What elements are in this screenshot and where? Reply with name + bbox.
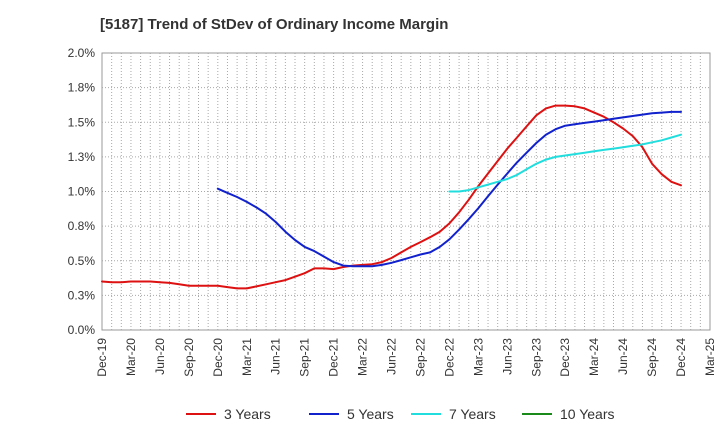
x-tick-label: Mar-23 [471, 338, 485, 376]
y-tick-label: 0.8% [68, 219, 96, 233]
x-tick-label: Dec-19 [95, 338, 109, 377]
grid-layer [101, 52, 711, 331]
x-tick-label: Dec-21 [327, 338, 341, 377]
x-tick-label: Sep-20 [182, 338, 196, 377]
axis-layer: 0.0% 0.3% 0.5% 0.8% 1.0% 1.3% 1.5% 1.8% 2.0% Dec-… [68, 46, 717, 377]
x-tick-label: Mar-25 [703, 338, 717, 376]
y-tick-label: 1.3% [68, 150, 96, 164]
series-line-7-years [448, 133, 682, 193]
legend: 3 Years 5 Years 7 Years 10 Years [186, 406, 615, 422]
x-tick-label: Jun-21 [269, 338, 283, 375]
y-tick-label: 1.8% [68, 81, 96, 95]
series-line-3-years [101, 104, 682, 290]
x-tick-label: Mar-21 [240, 338, 254, 376]
chart-title: [5187] Trend of StDev of Ordinary Income… [100, 16, 449, 33]
x-tick-label: Dec-22 [442, 338, 456, 377]
y-tick-label: 0.5% [68, 254, 96, 268]
x-tick-label: Mar-20 [124, 338, 138, 376]
y-tick-label: 1.5% [68, 115, 96, 129]
x-tick-label: Jun-20 [153, 338, 167, 375]
x-tick-label: Sep-21 [298, 338, 312, 377]
legend-label-7-years: 7 Years [449, 406, 496, 422]
x-tick-label: Jun-23 [500, 338, 514, 375]
x-tick-label: Jun-22 [385, 338, 399, 375]
x-tick-label: Mar-24 [587, 338, 601, 376]
x-tick-label: Jun-24 [616, 338, 630, 375]
legend-label-5-years: 5 Years [347, 406, 394, 422]
x-tick-label: Mar-22 [356, 338, 370, 376]
x-tick-label: Dec-20 [211, 338, 225, 377]
x-tick-label: Sep-23 [529, 338, 543, 377]
legend-label-3-years: 3 Years [224, 406, 271, 422]
series-line-5-years [216, 110, 682, 268]
y-tick-label: 2.0% [68, 46, 96, 60]
x-tick-label: Dec-24 [674, 338, 688, 377]
y-tick-label: 1.0% [68, 185, 96, 199]
x-tick-label: Dec-23 [558, 338, 572, 377]
y-tick-label: 0.0% [68, 323, 96, 337]
y-tick-label: 0.3% [68, 288, 96, 302]
x-tick-label: Sep-22 [413, 338, 427, 377]
series-layer [101, 104, 682, 290]
legend-label-10-years: 10 Years [560, 406, 615, 422]
x-tick-label: Sep-24 [645, 338, 659, 377]
